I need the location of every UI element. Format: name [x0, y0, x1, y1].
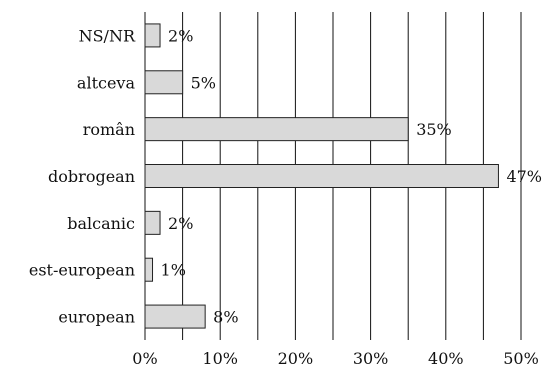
x-tick-label: 20%: [278, 349, 314, 368]
category-label: dobrogean: [48, 167, 135, 186]
value-label: 1%: [161, 261, 186, 280]
x-tick-label: 0%: [132, 349, 157, 368]
category-labels: NS/NR altceva român dobrogean balcanic est-eu…: [29, 26, 136, 326]
bar: [144, 117, 409, 142]
category-label: NS/NR: [79, 26, 136, 45]
value-labels: 2% 5% 35% 47% 2% 1% 8%: [161, 26, 542, 326]
x-tick-label: 30%: [353, 349, 389, 368]
value-label: 2%: [168, 26, 193, 45]
bar: [144, 304, 206, 329]
bar: [144, 210, 161, 235]
x-axis-ticks: 0% 10% 20% 30% 40% 50%: [132, 349, 538, 368]
value-label: 2%: [168, 214, 193, 233]
x-tick-label: 50%: [503, 349, 539, 368]
bar: [144, 23, 161, 48]
value-label: 35%: [416, 120, 452, 139]
bar: [144, 164, 499, 188]
x-tick-label: 10%: [202, 349, 238, 368]
bars: [144, 23, 499, 329]
category-label: est-european: [29, 261, 135, 280]
value-label: 5%: [191, 73, 216, 92]
value-label: 8%: [213, 308, 238, 327]
x-tick-label: 40%: [428, 349, 464, 368]
bar: [144, 257, 154, 282]
category-label: european: [58, 308, 135, 327]
value-label: 47%: [506, 167, 542, 186]
category-label: altceva: [77, 73, 136, 92]
category-label: balcanic: [67, 214, 135, 233]
bar: [144, 70, 184, 95]
category-label: român: [83, 120, 135, 139]
